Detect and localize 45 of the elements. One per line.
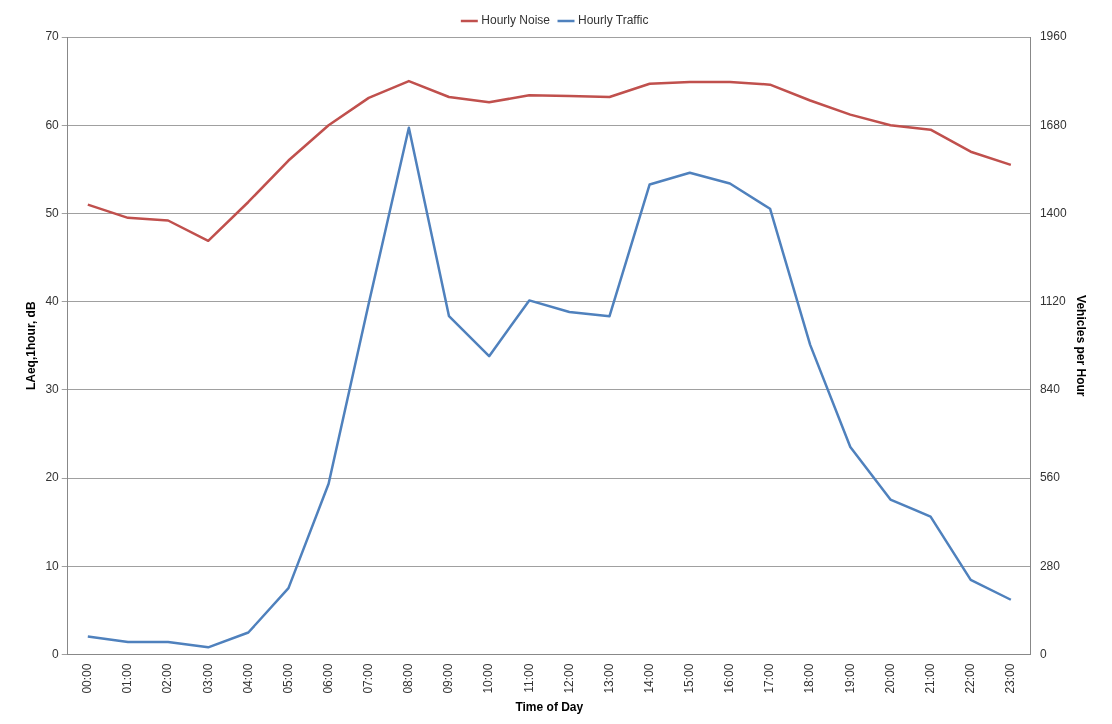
x-tick-label: 03:00 [200,663,215,694]
x-tick-label: 02:00 [160,663,175,694]
y-tick-label: 30 [45,382,60,397]
x-tick-label: 19:00 [842,663,857,694]
legend-label: Hourly Traffic [578,13,649,28]
y-tick-label: 0 [52,646,60,661]
x-tick-label: 06:00 [320,663,335,694]
y-tick-label: 50 [45,205,60,220]
x-tick-label: 18:00 [802,663,817,694]
x-tick-label: 17:00 [762,663,777,694]
y-tick-label: 70 [45,29,60,44]
y-tick-label: 20 [45,470,60,485]
y2-tick-label: 840 [1039,382,1061,397]
y-tick-label: 10 [45,558,60,573]
x-tick-label: 11:00 [521,663,536,693]
x-tick-label: 12:00 [561,663,576,694]
y-tick-label: 40 [45,293,60,308]
y2-tick-label: 1680 [1039,117,1067,132]
x-tick-label: 23:00 [1003,663,1018,694]
y2-axis-title: Vehicles per Hour [1074,295,1089,397]
x-tick-label: 04:00 [240,663,255,694]
x-tick-label: 22:00 [963,663,978,694]
legend-label: Hourly Noise [481,13,551,28]
x-tick-label: 20:00 [882,663,897,694]
y2-tick-label: 1120 [1039,293,1067,308]
y-tick-label: 60 [45,117,60,132]
x-tick-label: 13:00 [601,663,616,694]
x-tick-label: 16:00 [722,663,737,694]
x-tick-label: 07:00 [361,663,376,694]
x-tick-label: 00:00 [80,663,95,694]
x-tick-label: 05:00 [280,663,295,694]
x-axis-title: Time of Day [515,700,584,715]
y2-tick-label: 560 [1039,470,1061,485]
y2-tick-label: 1960 [1039,29,1067,44]
y2-tick-label: 280 [1039,558,1061,573]
y2-tick-label: 0 [1039,646,1047,661]
y-axis-title: LAeq,1hour, dB [23,301,38,391]
x-tick-label: 08:00 [401,663,416,694]
x-tick-label: 09:00 [441,663,456,694]
x-tick-label: 15:00 [682,663,697,694]
x-tick-label: 21:00 [922,663,937,694]
x-tick-label: 10:00 [481,663,496,694]
y2-tick-label: 1400 [1039,205,1067,220]
x-tick-label: 14:00 [641,663,656,694]
x-tick-label: 01:00 [120,663,135,694]
